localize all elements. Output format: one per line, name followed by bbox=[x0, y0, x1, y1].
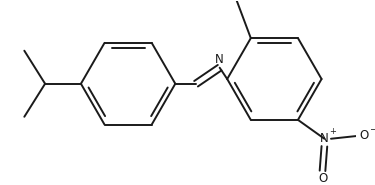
Text: −: − bbox=[369, 124, 375, 133]
Text: N: N bbox=[320, 132, 329, 145]
Text: +: + bbox=[330, 127, 336, 136]
Text: O: O bbox=[359, 130, 369, 142]
Text: O: O bbox=[318, 172, 327, 185]
Text: N: N bbox=[215, 53, 224, 66]
